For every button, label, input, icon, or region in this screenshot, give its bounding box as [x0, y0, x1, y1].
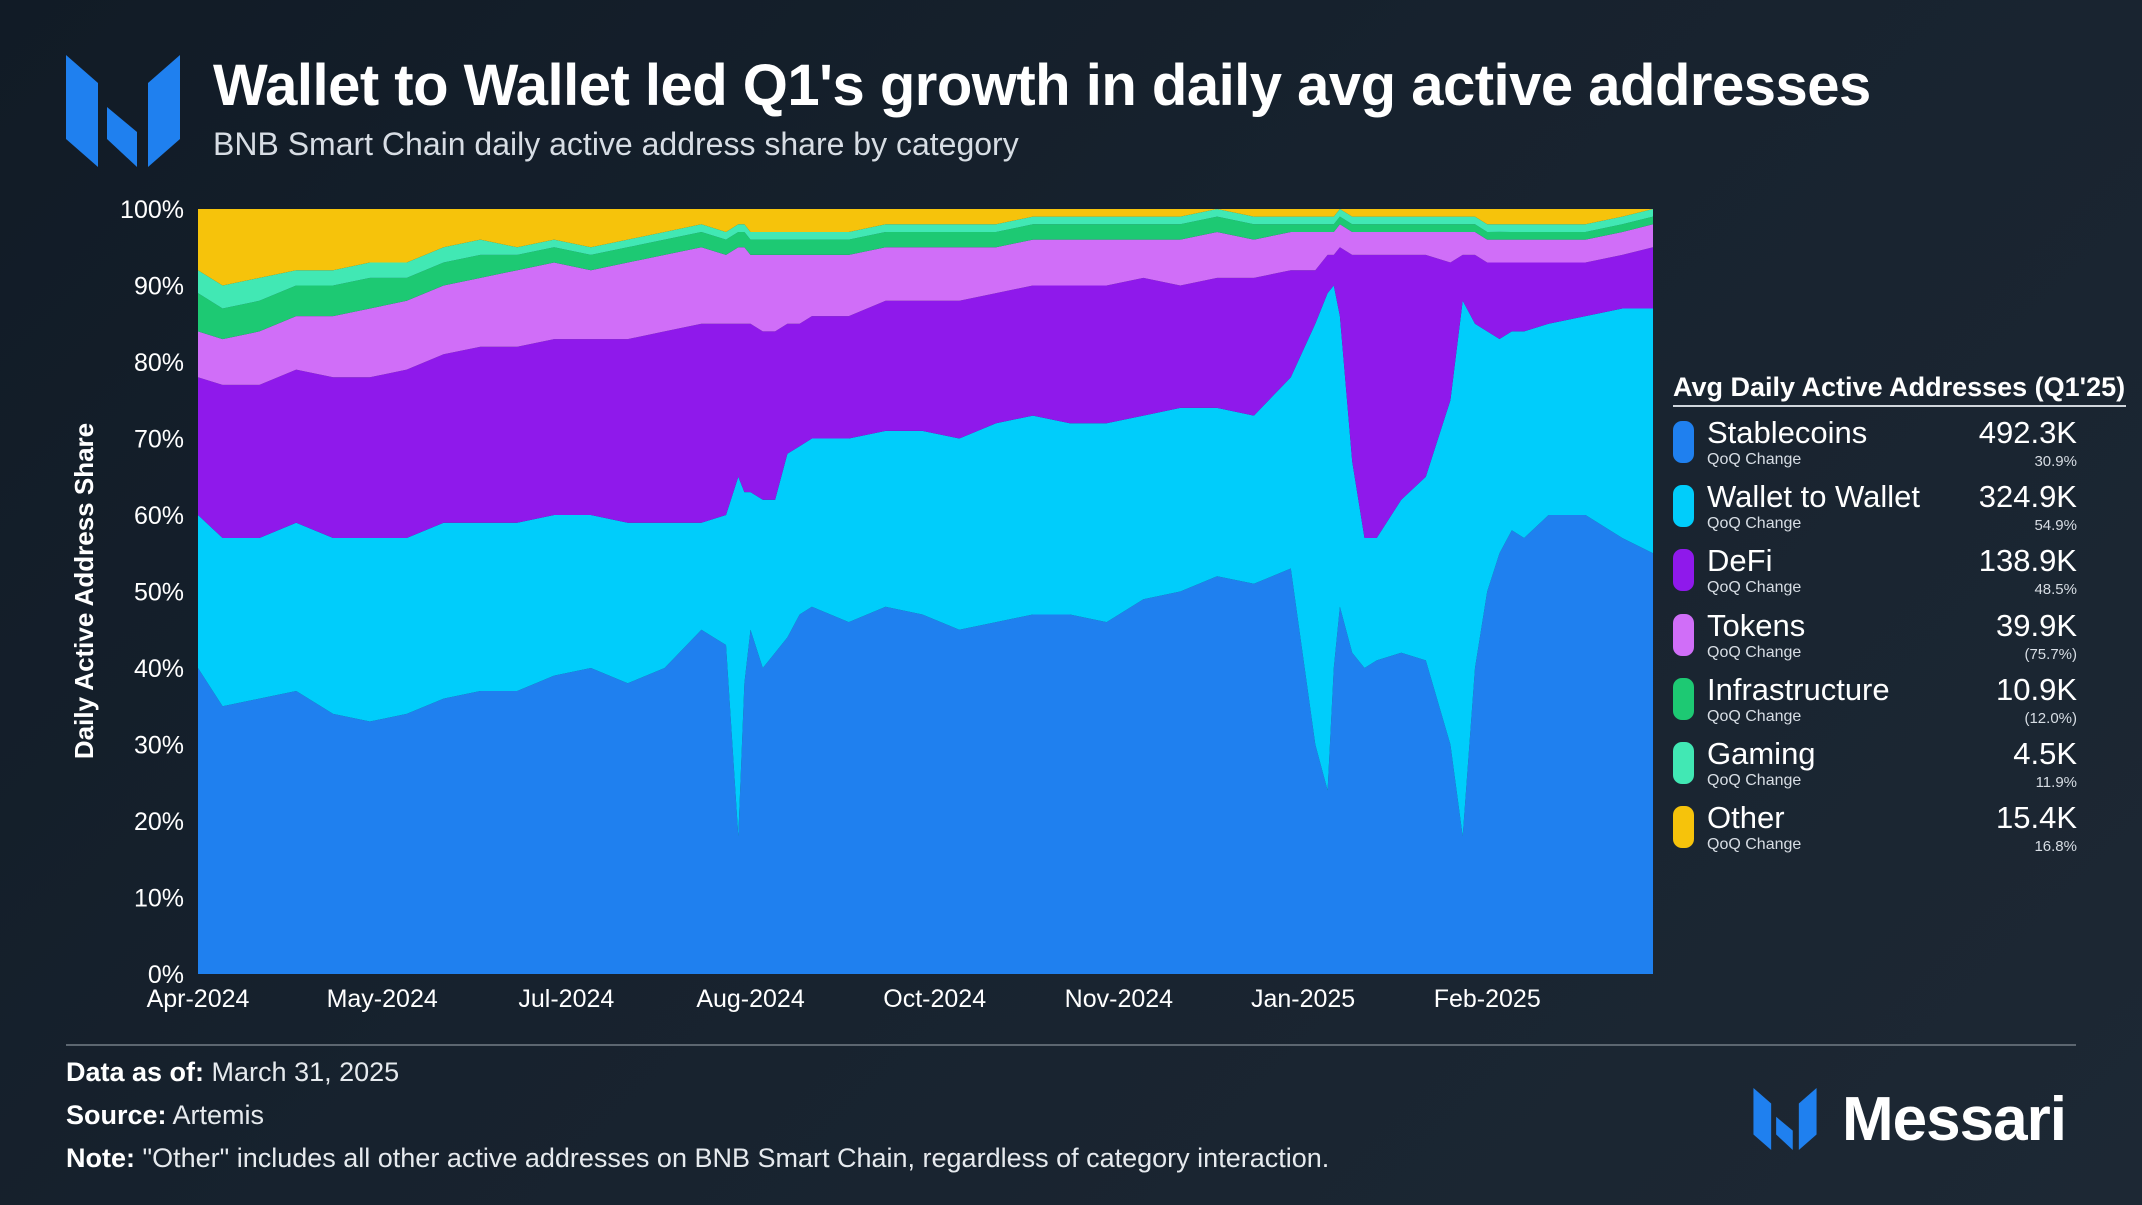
y-tick-label: 90% — [134, 273, 184, 301]
y-tick-label: 20% — [134, 808, 184, 836]
x-tick-label: May-2024 — [327, 985, 438, 1013]
legend-swatch — [1673, 741, 1694, 784]
data-as-of-value: March 31, 2025 — [204, 1057, 400, 1087]
area-gaming — [198, 209, 1653, 309]
legend-item: Gaming QoQ Change 4.5K 11.9% — [1673, 734, 2133, 798]
legend-item-change: (75.7%) — [2024, 645, 2077, 663]
y-tick-label: 30% — [134, 732, 184, 760]
legend-item: Infrastructure QoQ Change 10.9K (12.0%) — [1673, 670, 2133, 734]
stacked-area-chart: 0% 10% 20% 30% 40% 50% 60% 70% 80% 90% 100% Apr-202… — [69, 196, 1653, 1013]
legend-item-change: 16.8% — [2034, 838, 2077, 856]
legend-item-name: Tokens — [1707, 607, 1806, 643]
y-tick-label: 80% — [134, 349, 184, 377]
legend-item-change: 48.5% — [2034, 581, 2077, 599]
area-stablecoins — [198, 515, 1653, 974]
area-defi — [198, 247, 1653, 539]
chart-subtitle: BNB Smart Chain daily active address sha… — [213, 126, 1019, 162]
legend-item-name: Infrastructure — [1707, 671, 1890, 707]
data-as-of-label: Data as of: — [66, 1057, 205, 1087]
x-tick-label: Aug-2024 — [696, 985, 805, 1013]
x-tick-label: Jul-2024 — [518, 985, 614, 1013]
legend-item-change-label: QoQ Change — [1707, 836, 1802, 854]
note: Note: "Other" includes all other active … — [66, 1143, 1329, 1174]
note-label: Note: — [66, 1143, 135, 1173]
messari-logo-icon — [1753, 1088, 1817, 1150]
footer-divider — [66, 1044, 2076, 1046]
legend-item-value: 138.9K — [1978, 543, 2077, 579]
legend-item-name: Wallet to Wallet — [1707, 479, 1921, 515]
legend-item-name: Stablecoins — [1707, 415, 1868, 450]
legend-item-value: 324.9K — [1978, 479, 2077, 515]
y-tick-label: 0% — [148, 961, 184, 989]
legend-swatch — [1673, 421, 1694, 463]
legend-item-value: 4.5K — [2013, 735, 2077, 771]
legend-item: Wallet to Wallet QoQ Change 324.9K 54.9% — [1673, 477, 2133, 541]
brand-name: Messari — [1842, 1085, 2067, 1154]
legend-item: Tokens QoQ Change 39.9K (75.7%) — [1673, 606, 2133, 670]
y-axis-label: Daily Active Address Share — [69, 423, 99, 759]
note-text: "Other" includes all other active addres… — [135, 1143, 1330, 1173]
source-value: Artemis — [166, 1100, 265, 1130]
legend-swatch — [1673, 677, 1694, 720]
legend: Avg Daily Active Addresses (Q1'25) Stabl… — [1673, 372, 2133, 862]
legend-item-change: 54.9% — [2034, 517, 2077, 535]
legend-item-value: 15.4K — [1995, 800, 2077, 836]
legend-item-change-label: QoQ Change — [1707, 771, 1802, 789]
x-tick-label: Nov-2024 — [1065, 985, 1173, 1013]
legend-item-change-label: QoQ Change — [1707, 515, 1802, 533]
area-wallet-to-wallet — [198, 285, 1653, 837]
area-other — [198, 209, 1653, 286]
y-tick-label: 100% — [120, 196, 184, 224]
legend-item-change-label: QoQ Change — [1707, 643, 1802, 661]
legend-header: Avg Daily Active Addresses (Q1'25) — [1673, 372, 2126, 407]
y-tick-label: 50% — [134, 579, 184, 607]
source-label: Source: — [66, 1100, 167, 1130]
x-tick-label: Apr-2024 — [147, 985, 250, 1013]
y-tick-label: 70% — [134, 426, 184, 454]
legend-item-value: 10.9K — [1995, 671, 2077, 707]
source: Source: Artemis — [66, 1100, 264, 1131]
legend-item-name: Gaming — [1707, 735, 1816, 771]
brand-logo: Messari — [1752, 1085, 2076, 1154]
legend-item-value: 39.9K — [1995, 607, 2077, 643]
legend-swatch — [1673, 806, 1694, 849]
area-tokens — [198, 224, 1653, 385]
legend-swatch — [1673, 613, 1694, 656]
legend-item-change-label: QoQ Change — [1707, 451, 1802, 468]
legend-item-name: Other — [1707, 800, 1785, 836]
legend-item-change-label: QoQ Change — [1707, 579, 1802, 597]
chart-title: Wallet to Wallet led Q1's growth in dail… — [213, 53, 1871, 118]
data-as-of: Data as of: March 31, 2025 — [66, 1057, 399, 1088]
legend-swatch — [1673, 485, 1694, 528]
legend-item-value: 492.3K — [1978, 415, 2077, 450]
legend-swatch — [1673, 549, 1694, 592]
y-tick-label: 40% — [134, 655, 184, 683]
x-tick-label: Jan-2025 — [1251, 985, 1355, 1013]
legend-item-change: 11.9% — [2035, 773, 2077, 791]
legend-item-change: 30.9% — [2034, 453, 2077, 470]
legend-item-change-label: QoQ Change — [1707, 707, 1802, 725]
y-tick-label: 60% — [134, 502, 184, 530]
x-tick-label: Feb-2025 — [1434, 985, 1541, 1013]
legend-item: Stablecoins QoQ Change 492.3K 30.9% — [1673, 413, 2133, 477]
area-infrastructure — [198, 216, 1653, 340]
legend-item-name: DeFi — [1707, 543, 1773, 579]
legend-item-change: (12.0%) — [2024, 709, 2077, 727]
messari-logo-icon — [66, 55, 180, 167]
x-tick-label: Oct-2024 — [883, 985, 986, 1013]
y-tick-label: 10% — [134, 885, 184, 913]
legend-item: DeFi QoQ Change 138.9K 48.5% — [1673, 541, 2133, 605]
legend-item: Other QoQ Change 15.4K 16.8% — [1673, 798, 2133, 862]
